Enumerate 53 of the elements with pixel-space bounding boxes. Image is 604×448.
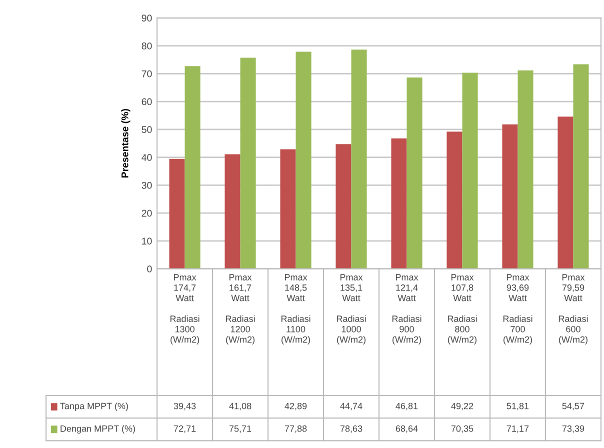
data-label: 54,57 [562,402,584,410]
category-label: Pmax 79,59 Watt Radiasi 600 (W/m2) [558,274,588,344]
data-label: 78,63 [340,425,362,433]
y-tick-label: 90 [142,14,152,22]
y-axis-title: Presentase (%) [121,108,130,178]
y-tick-label: 80 [142,42,152,50]
bar [518,70,534,269]
data-label: 77,88 [284,425,307,433]
bar [336,144,352,269]
y-tick-label: 20 [142,210,152,217]
bar [558,116,574,269]
data-label: 72,71 [174,425,196,433]
data-label: 46,81 [396,402,418,410]
bar [462,72,478,269]
legend-label: Tanpa MPPT (%) [60,402,128,411]
bar [224,154,240,269]
category-label: Pmax 174,7 Watt Radiasi 1300 (W/m2) [170,274,200,344]
bar [296,52,312,269]
y-tick-label: 30 [142,182,152,189]
bar [406,77,422,269]
bar [184,66,200,269]
data-label: 42,89 [284,402,307,410]
y-tick-label: 10 [142,238,152,245]
data-label: 75,71 [229,425,252,433]
y-tick-label: 40 [142,154,152,161]
bar [502,124,518,269]
category-label: Pmax 148,5 Watt Radiasi 1100 (W/m2) [281,274,310,344]
bar [391,138,407,269]
y-tick-label: 60 [142,98,152,106]
legend-label: Dengan MPPT (%) [60,425,135,434]
bar [446,132,462,269]
category-label: Pmax 161,7 Watt Radiasi 1200 (W/m2) [226,274,255,344]
data-label: 68,64 [396,425,418,433]
data-label: 44,74 [340,402,362,410]
data-label: 71,17 [506,425,529,433]
data-label: 70,35 [451,425,474,433]
y-tick-label: 50 [142,126,152,134]
category-label: Pmax 135,1 Watt Radiasi 1000 (W/m2) [336,274,366,344]
bar [240,58,256,269]
data-label: 49,22 [451,402,474,410]
data-label: 51,81 [506,402,529,410]
data-label: 41,08 [229,402,252,410]
category-label: Pmax 107,8 Watt Radiasi 800 (W/m2) [448,274,477,344]
y-tick-label: 70 [142,70,152,78]
bar [169,158,185,269]
data-label: 39,43 [174,402,196,410]
bar [573,64,589,269]
bar [280,149,296,269]
bar [351,50,367,269]
y-tick-label: 0 [147,266,152,272]
data-label: 73,39 [562,425,584,433]
category-label: Pmax 93,69 Watt Radiasi 700 (W/m2) [503,274,532,344]
category-label: Pmax 121,4 Watt Radiasi 900 (W/m2) [392,274,422,344]
